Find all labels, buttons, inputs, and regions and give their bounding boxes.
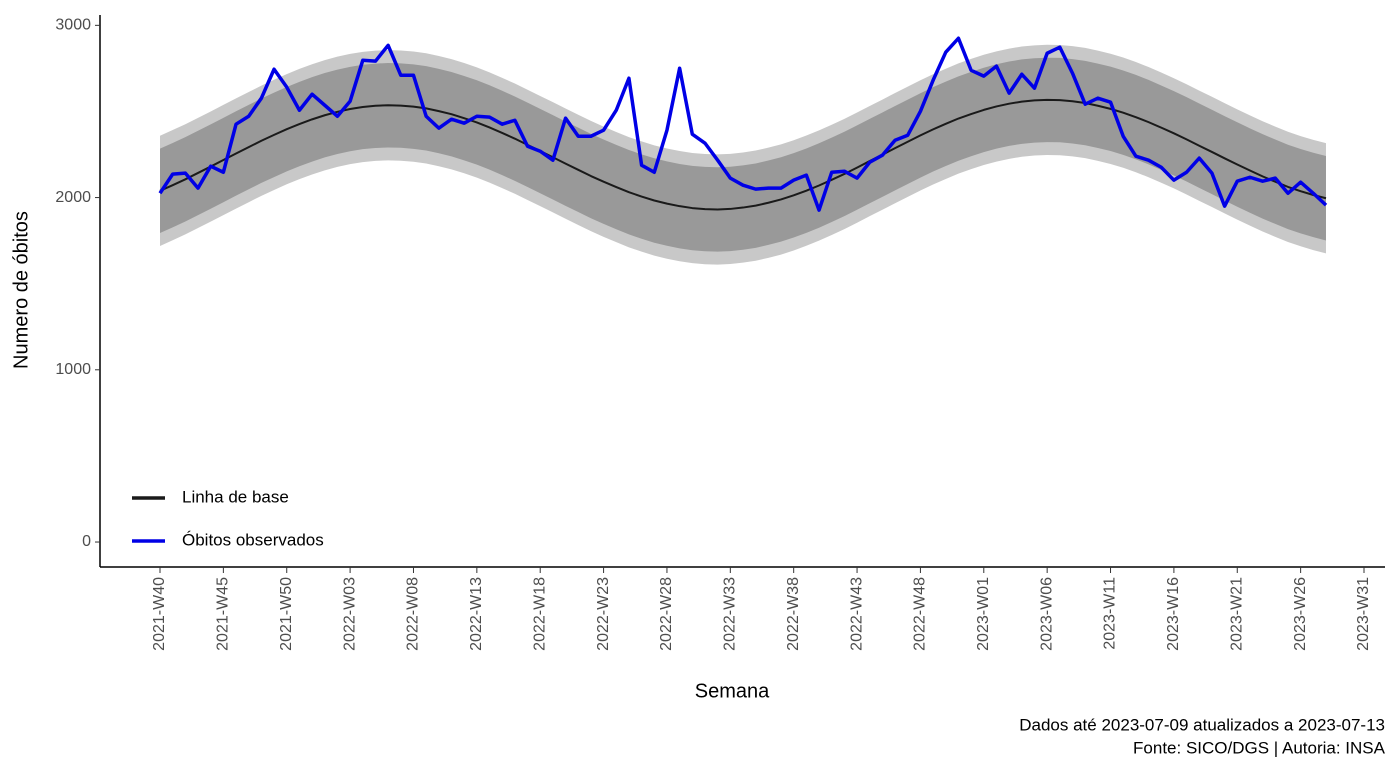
x-tick-label: 2023-W11 <box>1102 577 1119 650</box>
x-tick-label: 2023-W16 <box>1165 577 1182 651</box>
x-tick-label: 2022-W48 <box>912 577 929 651</box>
x-tick-label: 2022-W13 <box>468 577 485 651</box>
x-tick-label: 2022-W38 <box>785 577 802 651</box>
y-tick-label: 2000 <box>55 189 91 206</box>
x-tick-label: 2022-W43 <box>848 577 865 651</box>
y-tick-label: 0 <box>82 533 91 550</box>
x-tick-label: 2022-W33 <box>722 577 739 651</box>
legend-label: Óbitos observados <box>182 530 324 549</box>
x-tick-label: 2022-W28 <box>658 577 675 651</box>
caption: Dados até 2023-07-09 atualizados a 2023-… <box>1019 715 1385 734</box>
x-tick-label: 2021-W50 <box>278 577 295 651</box>
x-tick-label: 2022-W08 <box>405 577 422 651</box>
y-tick-label: 3000 <box>55 17 91 34</box>
caption: Fonte: SICO/DGS | Autoria: INSA <box>1133 738 1386 757</box>
x-tick-label: 2023-W21 <box>1228 577 1245 651</box>
x-tick-label: 2021-W45 <box>215 577 232 651</box>
x-tick-label: 2023-W31 <box>1355 577 1372 651</box>
x-tick-label: 2022-W03 <box>341 577 358 651</box>
band <box>160 57 1326 252</box>
x-tick-label: 2023-W06 <box>1038 577 1055 651</box>
series-line <box>158 36 1328 212</box>
series-line <box>159 98 1327 211</box>
y-axis-label: Numero de óbitos <box>10 211 32 369</box>
x-tick-label: 2021-W40 <box>151 577 168 651</box>
x-tick-label: 2022-W23 <box>595 577 612 651</box>
legend-label: Linha de base <box>182 487 289 506</box>
y-tick-label: 1000 <box>55 361 91 378</box>
x-tick-label: 2023-W01 <box>975 577 992 651</box>
x-tick-label: 2023-W26 <box>1292 577 1309 651</box>
x-tick-label: 2022-W18 <box>531 577 548 651</box>
x-axis-label: Semana <box>695 680 770 702</box>
